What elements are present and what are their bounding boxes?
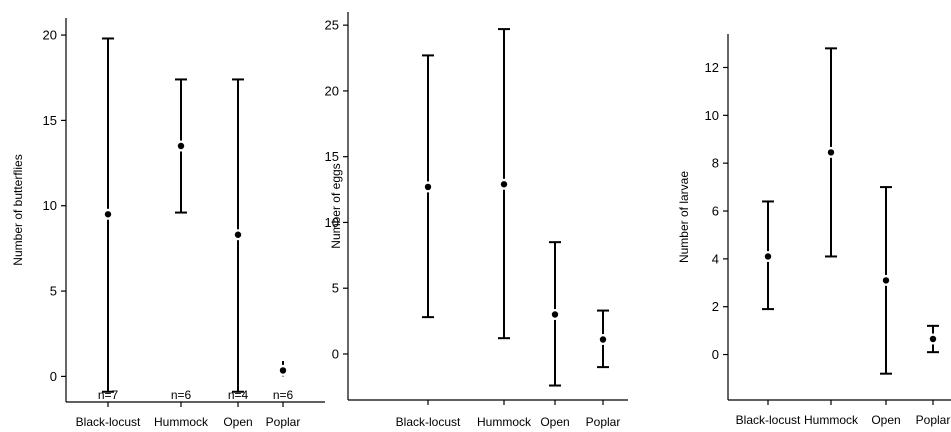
mean-point [882, 277, 890, 284]
y-tick-label: 12 [705, 60, 719, 75]
y-tick-label: 5 [50, 284, 57, 299]
mean-point [929, 335, 937, 343]
y-tick-label: 10 [43, 198, 57, 213]
mean-point [234, 231, 242, 238]
n-label: n=4 [228, 388, 249, 402]
mean-point [599, 336, 607, 343]
x-tick-label: Open [540, 415, 569, 429]
n-label: n=7 [98, 388, 119, 402]
x-tick-label: Open [223, 415, 252, 429]
mean-point [279, 367, 287, 374]
n-label: n=6 [171, 388, 192, 402]
y-tick-label: 2 [712, 299, 719, 314]
mean-point [551, 311, 559, 318]
mean-point [500, 181, 508, 188]
y-tick-label: 15 [325, 149, 339, 164]
y-tick-label: 4 [712, 251, 719, 266]
y-tick-label: 25 [325, 18, 339, 33]
mean-point [764, 253, 772, 260]
chart-panel-2: 0 5 10 15 20 25 Number of eggs Black-locust Humm… [325, 12, 628, 429]
mean-point [827, 149, 835, 156]
x-tick-label: Poplar [266, 415, 301, 429]
y-axis-label: Number of larvae [677, 171, 691, 263]
y-axis-label: Number of eggs [329, 163, 343, 248]
x-tick-label: Black-locust [736, 413, 801, 427]
y-tick-label: 15 [43, 113, 57, 128]
x-tick-label: Hummock [154, 415, 209, 429]
y-tick-label: 5 [332, 281, 339, 296]
x-tick-label: Black-locust [396, 415, 461, 429]
x-tick-label: Open [871, 413, 900, 427]
y-tick-label: 0 [50, 369, 57, 384]
x-tick-label: Poplar [586, 415, 621, 429]
y-tick-label: 10 [705, 108, 719, 123]
y-tick-label: 0 [332, 346, 339, 361]
chart-panel-1: 0 5 10 15 20 Number of butterflies Black-locus… [11, 18, 325, 429]
y-tick-label: 20 [43, 28, 57, 43]
x-tick-label: Black-locust [76, 415, 141, 429]
y-tick-label: 6 [712, 204, 719, 219]
x-tick-label: Hummock [804, 413, 859, 427]
mean-point [104, 211, 112, 218]
y-tick-label: 0 [712, 347, 719, 362]
x-tick-label: Poplar [916, 413, 951, 427]
chart-panel-3: 0 2 4 6 8 10 12 Number of larvae Black-locust Hum… [677, 34, 951, 427]
x-tick-label: Hummock [477, 415, 532, 429]
y-tick-label: 8 [712, 156, 719, 171]
y-tick-label: 20 [325, 83, 339, 98]
y-tick-label: 10 [325, 215, 339, 230]
y-axis-label: Number of butterflies [11, 154, 25, 265]
mean-point [177, 142, 185, 150]
n-label: n=6 [273, 388, 294, 402]
mean-point [424, 183, 432, 191]
